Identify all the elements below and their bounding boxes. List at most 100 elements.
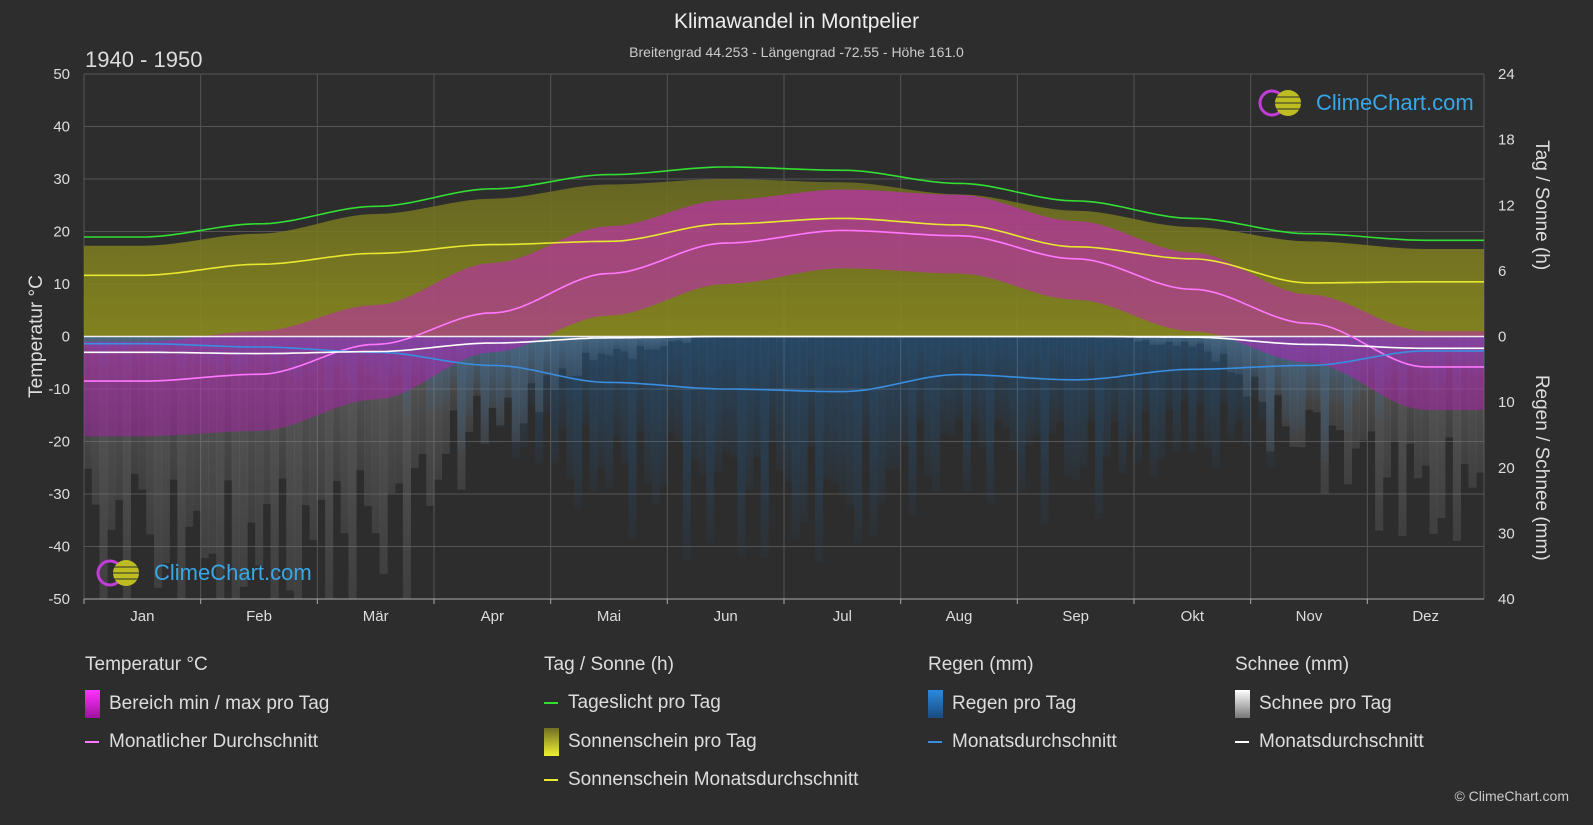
rain-bar bbox=[900, 336, 909, 446]
legend-label: Monatsdurchschnitt bbox=[952, 731, 1117, 752]
rain-bar bbox=[465, 336, 474, 417]
rain-bar bbox=[1235, 336, 1244, 422]
y-tick-label-left: 0 bbox=[62, 329, 70, 346]
rain-bar bbox=[791, 336, 800, 540]
rain-bar bbox=[931, 336, 940, 492]
x-tick-label: Jul bbox=[833, 608, 852, 625]
snow-bar bbox=[177, 336, 186, 599]
rain-bar bbox=[1025, 336, 1034, 446]
legend-item-rain-avg: Monatsdurchschnitt bbox=[928, 731, 1117, 753]
rain-bar bbox=[908, 336, 917, 515]
y-tick-label-left: 10 bbox=[53, 276, 70, 293]
legend-swatch bbox=[928, 690, 943, 718]
rain-bar bbox=[1312, 336, 1321, 400]
y-axis-title-right-top: Tag / Sonne (h) bbox=[1531, 140, 1552, 270]
y-tick-label-right-mm: 40 bbox=[1498, 591, 1515, 608]
legend-label: Regen pro Tag bbox=[952, 693, 1077, 714]
sunshine-avg-line bbox=[84, 217, 1484, 284]
legend-label: Bereich min / max pro Tag bbox=[109, 693, 330, 714]
rain-bar bbox=[698, 336, 707, 475]
legend-label: Sonnenschein Monatsdurchschnitt bbox=[568, 769, 859, 790]
brand-globe-icon bbox=[1258, 89, 1301, 117]
rain-bar bbox=[690, 336, 699, 462]
rain-bar bbox=[675, 336, 684, 443]
snow-bar bbox=[418, 336, 427, 455]
rain-bar bbox=[558, 336, 567, 429]
rain-bar bbox=[1281, 336, 1290, 421]
legend-label: Monatsdurchschnitt bbox=[1259, 731, 1424, 752]
legend-swatch bbox=[544, 702, 558, 704]
legend-item-rain-day: Regen pro Tag bbox=[928, 690, 1076, 718]
snow-bar bbox=[301, 336, 310, 506]
rain-bar bbox=[1126, 336, 1135, 439]
rain-bar bbox=[924, 336, 933, 476]
snow-avg-line bbox=[84, 335, 1484, 355]
rain-bar bbox=[1001, 336, 1010, 429]
rain-bar bbox=[745, 336, 754, 491]
rain-bar bbox=[1297, 336, 1306, 431]
rain-bar bbox=[472, 336, 481, 392]
y-tick-label-right-hours: 12 bbox=[1498, 197, 1515, 214]
rain-bar bbox=[457, 336, 466, 452]
rain-bar bbox=[799, 336, 808, 522]
rain-bar bbox=[1165, 336, 1174, 411]
rain-bar bbox=[1266, 336, 1275, 468]
y-tick-label-right-hours: 6 bbox=[1498, 263, 1506, 280]
y-tick-label-right-hours: 18 bbox=[1498, 132, 1515, 149]
rain-bar bbox=[994, 336, 1003, 421]
rain-bar bbox=[1009, 336, 1018, 450]
snow-bar bbox=[410, 336, 419, 468]
temperature-avg-line bbox=[84, 229, 1484, 382]
legend-swatch bbox=[85, 741, 99, 743]
rain-bar bbox=[589, 336, 598, 492]
snow-bar bbox=[364, 336, 373, 507]
daylight-line bbox=[84, 166, 1484, 242]
rain-bar bbox=[721, 336, 730, 452]
rain-bar bbox=[1071, 336, 1080, 480]
snow-bar bbox=[426, 336, 435, 506]
x-tick-label: Mär bbox=[363, 608, 389, 625]
rain-bar bbox=[854, 336, 863, 544]
rain-bar bbox=[480, 336, 489, 442]
axes: Jan Feb Mär Apr Mai Jun Jul Aug Sep Okt Nov Dez 50 40… bbox=[26, 66, 1552, 625]
snow-bar bbox=[255, 336, 264, 566]
rain-bar bbox=[706, 336, 715, 543]
snow-bar bbox=[122, 336, 131, 599]
snow-bar bbox=[1437, 336, 1446, 519]
rain-bar bbox=[760, 336, 769, 558]
snow-bar bbox=[294, 336, 303, 599]
snow-bar bbox=[208, 336, 217, 554]
snow-bar bbox=[371, 336, 380, 534]
rain-bar bbox=[566, 336, 575, 479]
y-tick-label-left: -10 bbox=[48, 381, 70, 398]
snow-bar bbox=[200, 336, 209, 559]
legend-title-rain: Regen (mm) bbox=[928, 654, 1034, 675]
rain-bar bbox=[830, 336, 839, 485]
snow-bar bbox=[154, 336, 163, 588]
legend-swatch bbox=[1235, 741, 1249, 743]
brand-logo-top[interactable]: ClimeChart.com bbox=[1258, 88, 1474, 118]
rain-bar bbox=[1320, 336, 1329, 462]
chart-subtitle: Breitengrad 44.253 - Längengrad -72.55 -… bbox=[629, 44, 964, 60]
rain-bar bbox=[1196, 336, 1205, 407]
rain-bar bbox=[636, 336, 645, 433]
rain-bar bbox=[550, 336, 559, 464]
y-tick-label-right-mm: 10 bbox=[1498, 394, 1515, 411]
chart-title: Klimawandel in Montpelier bbox=[673, 10, 920, 33]
rain-bar bbox=[1017, 336, 1026, 492]
rain-bar bbox=[869, 336, 878, 537]
snow-bar bbox=[317, 336, 326, 500]
legend-swatch bbox=[544, 728, 559, 756]
rain-bar bbox=[939, 336, 948, 435]
rain-bar bbox=[682, 336, 691, 560]
rain-bar bbox=[659, 336, 668, 487]
y-tick-label-left: 30 bbox=[53, 171, 70, 188]
rain-bar bbox=[737, 336, 746, 557]
legend-label: Tageslicht pro Tag bbox=[568, 692, 721, 713]
snow-bar bbox=[239, 336, 248, 587]
brand-logo-bottom[interactable]: ClimeChart.com bbox=[96, 558, 312, 588]
rain-bar bbox=[535, 336, 544, 465]
snow-bar bbox=[332, 336, 341, 481]
rain-bar bbox=[955, 336, 964, 420]
legend-item-snow-day: Schnee pro Tag bbox=[1235, 690, 1392, 718]
